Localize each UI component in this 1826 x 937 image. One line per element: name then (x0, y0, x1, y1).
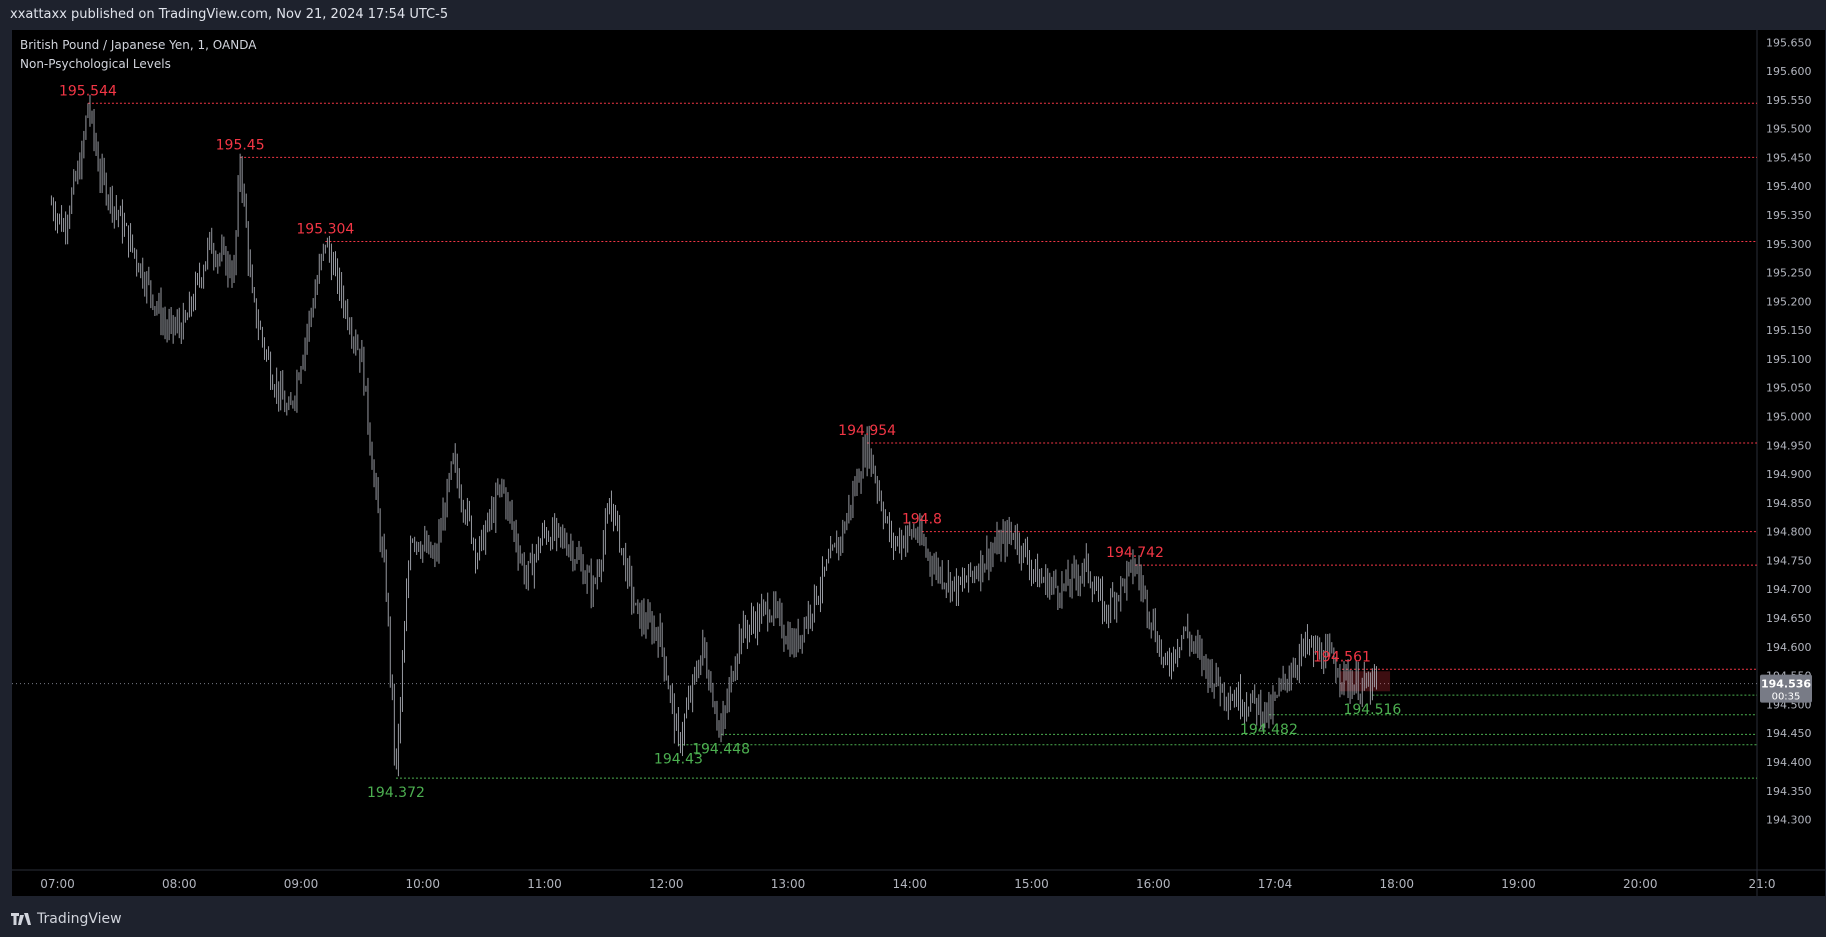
tradingview-logo[interactable]: TradingView (11, 911, 122, 927)
price-tick-label: 195.200 (1766, 295, 1812, 308)
support-level-label: 194.482 (1240, 722, 1298, 738)
price-tick-label: 194.400 (1766, 756, 1812, 769)
resistance-level-label: 194.954 (838, 423, 896, 439)
price-tick-label: 194.750 (1766, 554, 1812, 567)
price-tick-label: 195.450 (1766, 151, 1812, 164)
price-tick-label: 195.050 (1766, 382, 1812, 395)
chart-grid (12, 30, 1825, 896)
tradingview-logo-icon (11, 913, 31, 925)
price-tick-label: 194.300 (1766, 814, 1812, 827)
support-level-label: 194.516 (1343, 702, 1401, 718)
resistance-level-label: 195.304 (296, 221, 354, 237)
level-lines (12, 102, 1757, 779)
price-tick-label: 194.650 (1766, 612, 1812, 625)
price-tick-label: 194.850 (1766, 497, 1812, 510)
resistance-level-label: 195.544 (59, 83, 117, 99)
support-level-label: 194.448 (692, 741, 750, 757)
brand-name: TradingView (37, 911, 122, 927)
time-tick-label: 21:0 (1749, 877, 1776, 891)
price-tick-label: 194.600 (1766, 641, 1812, 654)
time-tick-label: 09:00 (284, 877, 319, 891)
price-tick-label: 194.450 (1766, 727, 1812, 740)
footer-bar (0, 896, 1826, 937)
price-tick-label: 194.950 (1766, 439, 1812, 452)
resistance-level-label: 194.8 (902, 512, 942, 528)
time-tick-label: 19:00 (1501, 877, 1536, 891)
price-tick-label: 195.150 (1766, 324, 1812, 337)
time-axis: 07:00 08:00 09:00 10:00 11:00 12:00 13:00 14:00… (40, 877, 1775, 891)
resistance-level-label: 194.561 (1313, 649, 1371, 665)
published-header: xxattaxx published on TradingView.com, N… (0, 0, 1826, 30)
symbol-title[interactable]: British Pound / Japanese Yen, 1, OANDA (20, 38, 257, 52)
price-tick-label: 194.900 (1766, 468, 1812, 481)
resistance-level-label: 195.45 (216, 137, 265, 153)
support-level-label: 194.372 (367, 785, 425, 801)
time-tick-label: 10:00 (405, 877, 440, 891)
time-tick-label: 14:00 (892, 877, 927, 891)
time-tick-label: 12:00 (649, 877, 684, 891)
time-tick-label: 08:00 (162, 877, 197, 891)
price-tick-label: 194.800 (1766, 526, 1812, 539)
price-tick-label: 195.350 (1766, 209, 1812, 222)
time-tick-label: 16:00 (1136, 877, 1171, 891)
time-tick-label: 15:00 (1014, 877, 1049, 891)
chart-legend: British Pound / Japanese Yen, 1, OANDA N… (20, 36, 256, 74)
resistance-level-label: 194.742 (1106, 545, 1164, 561)
level-labels: 195.544 195.45 195.304 194.954 194.8 194.742 1… (59, 83, 1401, 801)
price-tick-label: 195.300 (1766, 238, 1812, 251)
price-tick-label: 195.100 (1766, 353, 1812, 366)
current-price-value: 194.536 (1761, 678, 1811, 691)
price-tick-label: 194.350 (1766, 785, 1812, 798)
current-price-badge (1760, 674, 1812, 703)
time-tick-label: 07:00 (40, 877, 75, 891)
price-axis: 194.300194.350194.400194.450194.500194.5… (1760, 36, 1812, 827)
price-tick-label: 195.650 (1766, 36, 1812, 49)
price-tick-label: 195.500 (1766, 123, 1812, 136)
price-tick-label: 195.000 (1766, 411, 1812, 424)
price-tick-label: 195.400 (1766, 180, 1812, 193)
price-tick-label: 195.550 (1766, 94, 1812, 107)
time-tick-label: 17:04 (1258, 877, 1293, 891)
chart-frame[interactable] (12, 30, 1825, 896)
support-level-label: 194.43 (654, 752, 703, 768)
price-tick-label: 194.700 (1766, 583, 1812, 596)
time-tick-label: 20:00 (1623, 877, 1658, 891)
time-tick-label: 13:00 (771, 877, 806, 891)
price-tick-label: 195.600 (1766, 65, 1812, 78)
time-tick-label: 11:00 (527, 877, 562, 891)
time-tick-label: 18:00 (1379, 877, 1414, 891)
published-text: xxattaxx published on TradingView.com, N… (10, 7, 449, 22)
bar-countdown: 00:35 (1772, 692, 1801, 703)
price-tick-label: 195.250 (1766, 267, 1812, 280)
indicator-title[interactable]: Non-Psychological Levels (20, 57, 171, 71)
price-bars (50, 94, 1377, 777)
